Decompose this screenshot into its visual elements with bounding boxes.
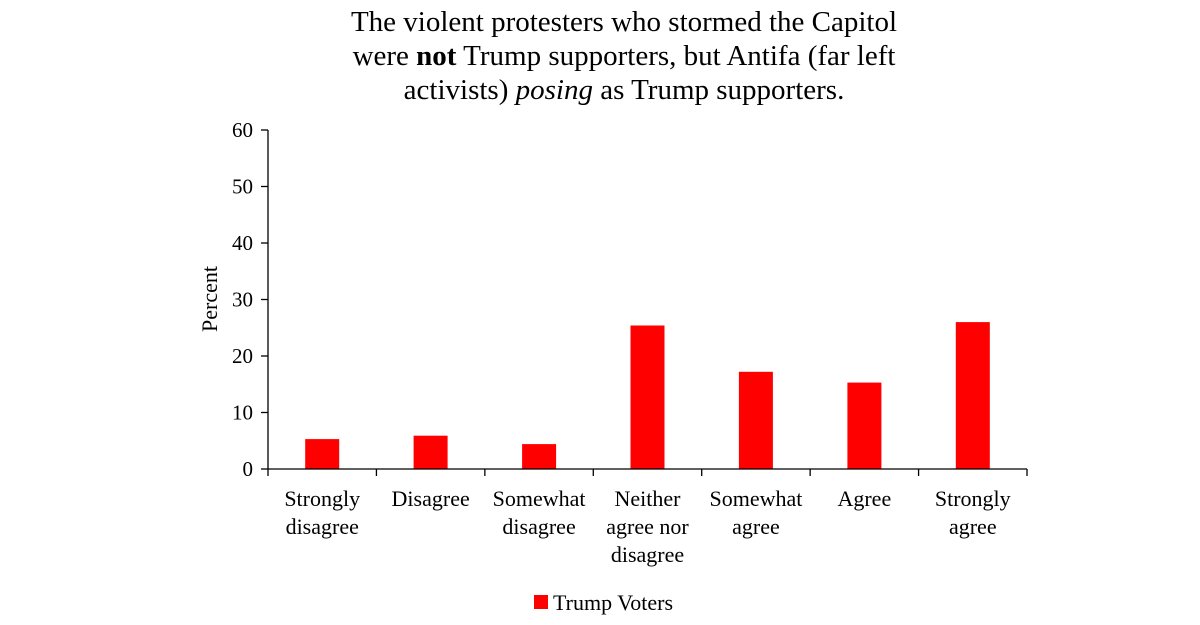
y-axis-ticks: 0 10 20 30 40 50 60: [232, 118, 268, 481]
y-tick-label: 60: [232, 118, 253, 142]
bar: [847, 382, 882, 469]
y-tick-label: 50: [232, 175, 253, 199]
x-category-label-line: disagree: [502, 514, 575, 539]
x-category-label: Strongly disagree: [284, 486, 360, 539]
x-category-label-line: agree: [949, 514, 997, 539]
y-tick-label: 10: [232, 401, 253, 425]
bar: [738, 371, 773, 469]
chart-title: The violent protesters who stormed the C…: [351, 6, 897, 106]
y-tick-label: 0: [243, 457, 254, 481]
x-category-label-line: Somewhat: [493, 486, 586, 511]
y-tick-label: 30: [232, 288, 253, 312]
y-tick-label: 20: [232, 344, 253, 368]
chart-title-emphasis-italic: posing: [514, 74, 593, 106]
x-category-label-line: Somewhat: [709, 486, 802, 511]
x-category-label-line: agree nor: [606, 514, 689, 539]
chart-title-line-1: The violent protesters who stormed the C…: [351, 6, 897, 38]
x-category-label-line: agree: [732, 514, 780, 539]
x-category-label-line: disagree: [611, 542, 684, 567]
legend-swatch: [534, 595, 548, 609]
chart-title-line-2: were not Trump supporters, but Antifa (f…: [353, 40, 896, 72]
bar: [413, 435, 448, 469]
x-category-label-line: Disagree: [392, 486, 470, 511]
chart-title-line-3-start: activists): [404, 74, 516, 106]
x-category-label: Somewhat agree: [709, 486, 802, 539]
legend: Trump Voters: [534, 590, 673, 615]
bar: [955, 322, 990, 469]
chart-title-emphasis-bold: not: [416, 40, 457, 72]
x-axis-category-labels: Strongly disagree Disagree Somewhat disagree…: [284, 486, 1010, 567]
x-category-label-line: Neither: [615, 486, 682, 511]
x-category-label-line: Strongly: [284, 486, 360, 511]
y-axis-title: Percent: [197, 266, 222, 332]
legend-label: Trump Voters: [553, 590, 673, 615]
chart-title-line-2-start: were: [353, 40, 417, 72]
x-category-label: Strongly agree: [935, 486, 1011, 539]
x-category-label: Somewhat disagree: [493, 486, 586, 539]
chart-title-line-3-end: as Trump supporters.: [593, 74, 844, 106]
bar: [522, 444, 557, 469]
bars: [305, 322, 990, 469]
x-category-label-line: Agree: [837, 486, 891, 511]
chart-title-line-2-end: Trump supporters, but Antifa (far left: [456, 40, 895, 72]
x-category-label: Neither agree nor disagree: [606, 486, 689, 567]
chart-title-line-3: activists) posing as Trump supporters.: [404, 74, 845, 106]
x-category-label-line: disagree: [286, 514, 359, 539]
x-category-label-line: Strongly: [935, 486, 1011, 511]
x-category-label: Agree: [837, 486, 891, 511]
x-category-label: Disagree: [392, 486, 470, 511]
y-tick-label: 40: [232, 231, 253, 255]
bar: [305, 439, 340, 469]
bar: [630, 325, 665, 469]
axis-lines: [267, 130, 1028, 476]
